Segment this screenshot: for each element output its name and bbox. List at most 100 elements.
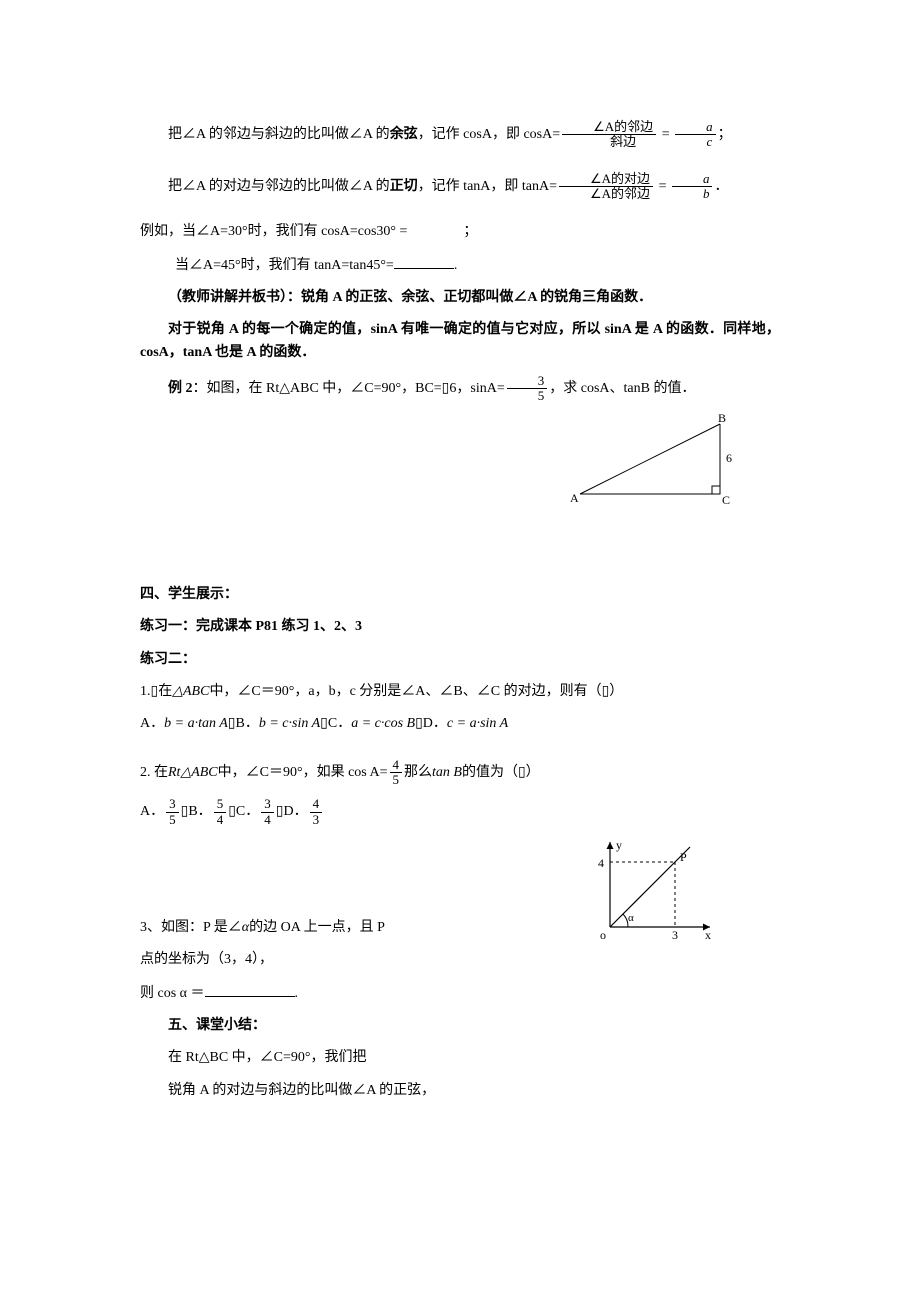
label-y: y — [616, 838, 622, 852]
section5-line1: 在 Rt△BC 中，∠C=90°，我们把 — [140, 1047, 780, 1069]
teacher-note-2: 对于锐角 A 的每一个确定的值，sinA 有唯一确定的值与它对应，所以 sinA… — [140, 319, 780, 364]
q2-optA-den: 5 — [166, 813, 179, 827]
tan-frac1: ∠A的对边∠A的邻边 — [559, 172, 653, 202]
q1-sep3: ▯ — [415, 716, 423, 731]
tan-def-after: ，记作 tanA，即 tanA= — [418, 179, 557, 194]
tan-frac2: ab — [672, 172, 713, 202]
q3-l3-pre: 则 cos α ＝ — [140, 986, 205, 1001]
example-intro-line2: 当∠A=45°时，我们有 tanA=tan45°=. — [140, 254, 780, 277]
q2-optC-frac: 34 — [261, 797, 274, 827]
cos-def-prefix: 把∠A 的邻边与斜边的比叫做∠A 的 — [168, 127, 390, 142]
tan-end: ． — [714, 179, 728, 194]
document-page: 把∠A 的邻边与斜边的比叫做∠A 的余弦，记作 cosA，即 cosA=∠A的邻… — [0, 0, 920, 1302]
example2-frac: 35 — [507, 374, 548, 404]
exercise-2: 练习二： — [140, 649, 780, 671]
q2-pre: 2. 在 — [140, 765, 168, 780]
label-A: A — [570, 491, 579, 504]
example2-post: ，求 cosA、tanB 的值． — [549, 381, 695, 396]
q2-sep2: ▯ — [228, 804, 236, 819]
q2-tanB: tan B — [432, 765, 462, 780]
tan-frac1-num: ∠A的对边 — [559, 172, 653, 187]
q2-stem: 2. 在Rt△ABC中，∠C＝90°，如果 cos A=45那么tan B的值为… — [140, 758, 780, 788]
q3-l1-post: 的边 OA 上一点，且 P — [249, 920, 385, 935]
q1-optB-math: b = c·sin A — [259, 716, 320, 731]
q2-optD-num: 4 — [310, 797, 323, 812]
q1-optB-pre: B． — [235, 716, 258, 731]
teacher-note-1: （教师讲解并板书）：锐角 A 的正弦、余弦、正切都叫做∠A 的锐角三角函数． — [140, 287, 780, 309]
q1-optD-pre: D． — [423, 716, 447, 731]
label-ytick: 4 — [598, 856, 604, 870]
triangle-svg: A B C 6 — [570, 414, 740, 504]
q2-optA-num: 3 — [166, 797, 179, 812]
label-C: C — [722, 493, 730, 504]
q2-after: 那么 — [404, 765, 432, 780]
coord-diagram: y x o P α 3 4 — [580, 837, 720, 947]
q1-optC-math: a = c·cos B — [351, 716, 415, 731]
triangle-diagram: A B C 6 — [570, 414, 740, 504]
ex-intro-l2-pre: 当∠A=45°时，我们有 tanA=tan45°= — [175, 258, 394, 273]
q2-options: A．35▯B．54▯C．34▯D．43 — [140, 797, 780, 827]
cos-frac2: ac — [675, 120, 716, 150]
cos-frac1-den: 斜边 — [562, 135, 656, 149]
blank-2 — [205, 982, 295, 997]
q2-rt: Rt△ABC — [168, 765, 218, 780]
label-O: o — [600, 928, 606, 942]
label-alpha: α — [628, 912, 634, 924]
example2-pre: ：如图，在 Rt△ABC 中，∠C=90°，BC=▯6，sinA= — [193, 381, 505, 396]
q2-optB-frac: 54 — [214, 797, 227, 827]
q2-optD-den: 3 — [310, 813, 323, 827]
q3-l3-post: . — [295, 986, 299, 1001]
q1-optA-pre: A． — [140, 716, 164, 731]
label-x: x — [705, 928, 711, 942]
label-xtick: 3 — [672, 928, 678, 942]
q2-optD-frac: 43 — [310, 797, 323, 827]
q1-pre: 1.▯在 — [140, 684, 172, 699]
blank-1 — [394, 254, 454, 269]
q2-optB-pre: B． — [188, 804, 211, 819]
cos-frac2-num: a — [675, 120, 716, 135]
example2-label: 例 2 — [168, 381, 193, 396]
q2-frac-num: 4 — [390, 758, 403, 773]
coord-svg: y x o P α 3 4 — [580, 837, 720, 947]
q2-frac: 45 — [390, 758, 403, 788]
example2: 例 2：如图，在 Rt△ABC 中，∠C=90°，BC=▯6，sinA=35，求… — [140, 374, 780, 404]
triangle-hyp — [580, 424, 720, 494]
cos-frac2-den: c — [675, 135, 716, 149]
example-intro-line1: 例如，当∠A=30°时，我们有 cosA=cos30° = ； — [140, 221, 780, 243]
q2-end: 的值为（▯） — [462, 765, 540, 780]
tan-frac1-den: ∠A的邻边 — [559, 187, 653, 201]
q2-optC-pre: C． — [236, 804, 259, 819]
q1-options: A．b = a·tan A▯B．b = c·sin A▯C．a = c·cos … — [140, 713, 780, 735]
right-angle-icon — [712, 486, 720, 494]
q2-optC-den: 4 — [261, 813, 274, 827]
cos-end: ； — [718, 127, 732, 142]
exercise-1: 练习一：完成课本 P81 练习 1、2、3 — [140, 616, 780, 638]
label-B: B — [718, 414, 726, 425]
q1-stem: 1.▯在△ABC中，∠C＝90°，a，b，c 分别是∠A、∠B、∠C 的对边，则… — [140, 681, 780, 703]
q2-optA-pre: A． — [140, 804, 164, 819]
q2-mid: 中，∠C＝90°，如果 cos A= — [218, 765, 388, 780]
example2-frac-num: 3 — [507, 374, 548, 389]
cos-frac1-num: ∠A的邻边 — [562, 120, 656, 135]
ex-intro-l2-post: . — [454, 258, 458, 273]
cos-def-after: ，记作 cosA，即 cosA= — [418, 127, 560, 142]
tan-frac2-den: b — [672, 187, 713, 201]
cos-term: 余弦 — [390, 127, 418, 142]
q2-frac-den: 5 — [390, 773, 403, 787]
q3-line2: 点的坐标为（3，4）， — [140, 949, 780, 971]
label-P: P — [680, 850, 687, 864]
tan-definition: 把∠A 的对边与邻边的比叫做∠A 的正切，记作 tanA，即 tanA=∠A的对… — [140, 172, 780, 202]
q1-sep2: ▯ — [320, 716, 328, 731]
q2-optB-den: 4 — [214, 813, 227, 827]
section5-heading: 五、课堂小结： — [140, 1015, 780, 1037]
tan-term: 正切 — [390, 179, 418, 194]
q2-optD-pre: D． — [283, 804, 307, 819]
section4-heading: 四、学生展示： — [140, 584, 780, 606]
tan-frac2-num: a — [672, 172, 713, 187]
q1-optC-pre: C． — [328, 716, 351, 731]
q1-tri: △ABC — [172, 684, 209, 699]
section5-line2: 锐角 A 的对边与斜边的比叫做∠A 的正弦， — [140, 1080, 780, 1102]
cos-eq: = — [658, 127, 673, 142]
q3-line3: 则 cos α ＝. — [140, 982, 780, 1005]
example2-frac-den: 5 — [507, 389, 548, 403]
